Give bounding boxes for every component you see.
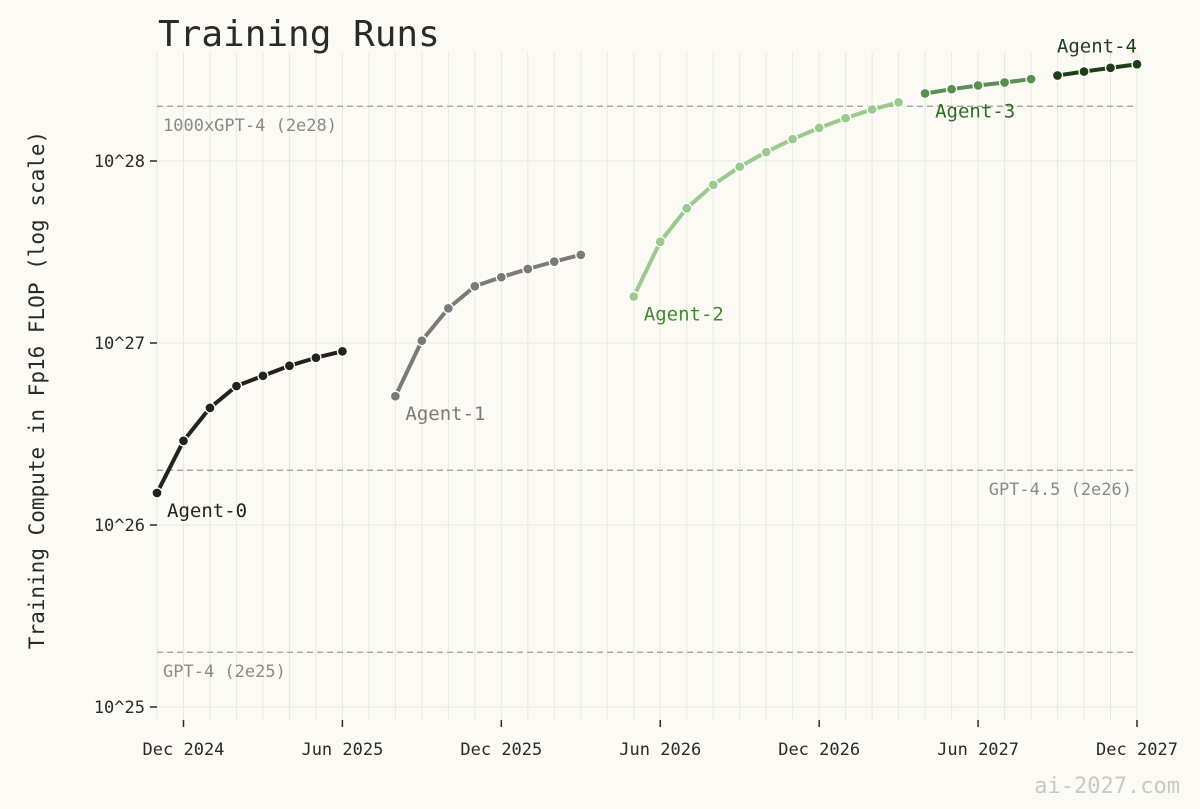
watermark: ai-2027.com [1034,774,1180,799]
series-line-agent-4 [1055,62,1139,78]
data-point [204,402,216,414]
data-point [787,133,799,145]
y-tick-label: 10^27 [94,334,145,354]
x-tick-label: Dec 2024 [143,740,225,760]
data-point [442,302,455,315]
series-agent-0: Agent-0 [151,345,349,522]
data-point [707,179,719,191]
series-label-agent-0: Agent-0 [167,500,247,522]
x-tick-label: Jun 2025 [301,740,383,760]
series-agent-2: Agent-2 [628,96,905,326]
data-point [839,112,852,124]
data-point [336,345,349,357]
data-point [919,87,931,100]
x-tick-label: Dec 2026 [778,740,860,760]
series-label-agent-3: Agent-3 [935,100,1015,122]
data-point [1104,62,1117,74]
data-point [548,255,560,268]
data-point [416,335,428,347]
series: Agent-0 Agent-1 Agent-2 Agent-3 Agent-4 [151,35,1143,522]
y-tick-label: 10^25 [94,698,145,718]
x-tick-label: Jun 2026 [619,740,701,760]
reference-line-label: GPT-4 (2e25) [163,662,286,682]
data-point [972,79,984,92]
data-point [230,380,243,392]
series-agent-3: Agent-3 [919,73,1037,122]
data-point [892,96,905,109]
data-point [1051,69,1064,82]
series-line-agent-1 [393,252,583,399]
data-point [654,236,666,248]
chart-title: Training Runs [158,14,440,55]
axes: 10^25 10^26 10^27 10^28 Dec 2024 Jun 2025 Dec … [94,152,1178,760]
data-point [469,280,481,292]
data-point [283,360,296,372]
data-point [177,435,190,447]
data-point [495,271,507,283]
y-axis-label: Training Compute in Fp16 FLOP (log scale… [25,131,49,649]
data-point [1131,58,1143,70]
grid [156,52,1138,720]
data-point [257,370,269,382]
reference-line-label: 1000xGPT-4 (2e28) [163,116,337,136]
data-point [575,249,587,261]
series-label-agent-1: Agent-1 [405,403,485,425]
data-point [389,390,402,402]
series-agent-4: Agent-4 [1051,35,1143,82]
data-point [522,263,534,275]
reference-lines: GPT-4 (2e25) GPT-4.5 (2e26) 1000xGPT-4 (2e… [157,105,1137,682]
series-line-agent-0 [155,349,345,495]
data-point [813,122,825,134]
data-point [1025,73,1037,85]
data-point [866,103,878,116]
y-tick-label: 10^26 [94,516,145,536]
data-point [945,83,958,95]
data-point [1078,65,1090,78]
series-agent-1: Agent-1 [389,249,587,425]
data-point [151,487,163,499]
series-label-agent-2: Agent-2 [644,304,724,326]
x-tick-label: Dec 2025 [460,740,542,760]
data-point [760,146,772,158]
series-label-agent-4: Agent-4 [1057,35,1137,57]
data-point [628,290,640,303]
data-point [734,161,746,173]
x-tick-label: Jun 2027 [937,740,1019,760]
x-tick-label: Dec 2027 [1096,740,1178,760]
data-point [310,352,322,364]
reference-line-label: GPT-4.5 (2e26) [989,480,1132,500]
data-point [681,202,693,214]
y-tick-label: 10^28 [94,152,145,172]
data-point [998,76,1011,89]
